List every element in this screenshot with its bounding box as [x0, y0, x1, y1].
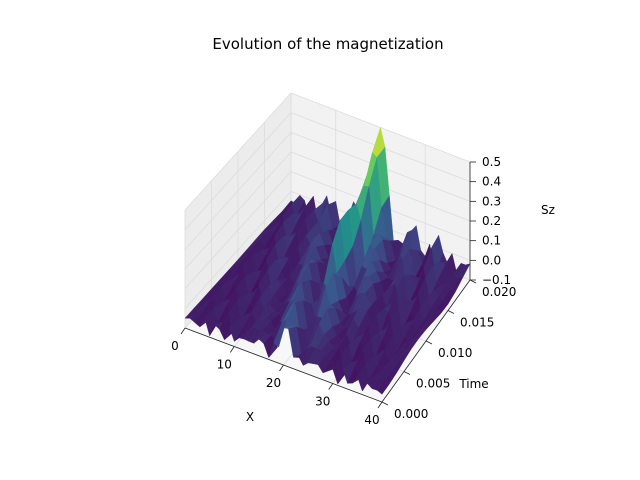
surface-patch	[376, 379, 390, 395]
y-tick-mark	[403, 371, 411, 375]
y-tick-label: 0.000	[394, 407, 428, 421]
y-tick-mark	[381, 401, 389, 406]
grid-line-z	[184, 132, 292, 250]
z-tick-label: 0.3	[482, 194, 501, 208]
y-tick-mark	[469, 279, 477, 284]
z-tick-label: 0.4	[482, 175, 501, 189]
x-tick-mark	[279, 364, 284, 372]
tick-labels: 0 10 20 30 40 0.000 0.005 0.010 0.015 0.020−0.1 0.…	[171, 155, 516, 427]
y-tick-mark	[425, 340, 433, 345]
x-axis-label: X	[246, 410, 254, 424]
x-tick-mark	[377, 401, 383, 409]
y-tick-label: 0.015	[460, 316, 494, 330]
z-tick-label: 0.2	[482, 214, 501, 228]
y-axis-label: Time	[458, 377, 488, 391]
y-tick-mark	[447, 310, 455, 314]
z-axis-label: Sz	[541, 203, 555, 217]
grid-line-z	[184, 171, 292, 289]
x-tick-label: 10	[217, 358, 232, 372]
grid-line-z	[184, 151, 292, 270]
z-tick-label: 0.1	[482, 234, 501, 248]
x-tick-label: 30	[315, 395, 330, 409]
y-tick-label: 0.010	[438, 346, 472, 360]
z-tick-label: −0.1	[482, 273, 511, 287]
chart-title: Evolution of the magnetization	[212, 35, 443, 53]
surface-plot	[184, 126, 471, 395]
x-tick-mark	[229, 346, 235, 353]
y-tick-label: 0.005	[416, 377, 450, 391]
x-tick-label: 40	[364, 413, 379, 427]
z-tick-label: 0.0	[482, 253, 501, 267]
x-tick-label: 0	[171, 339, 179, 353]
grid-line-z	[184, 191, 292, 309]
grid-line-z	[184, 92, 292, 211]
x-tick-mark	[328, 383, 334, 390]
y-tick-label: 0.020	[482, 285, 516, 299]
x-tick-label: 20	[266, 376, 281, 390]
grid-line-z	[184, 112, 292, 230]
x-tick-mark	[180, 327, 186, 335]
z-tick-label: 0.5	[482, 155, 501, 169]
